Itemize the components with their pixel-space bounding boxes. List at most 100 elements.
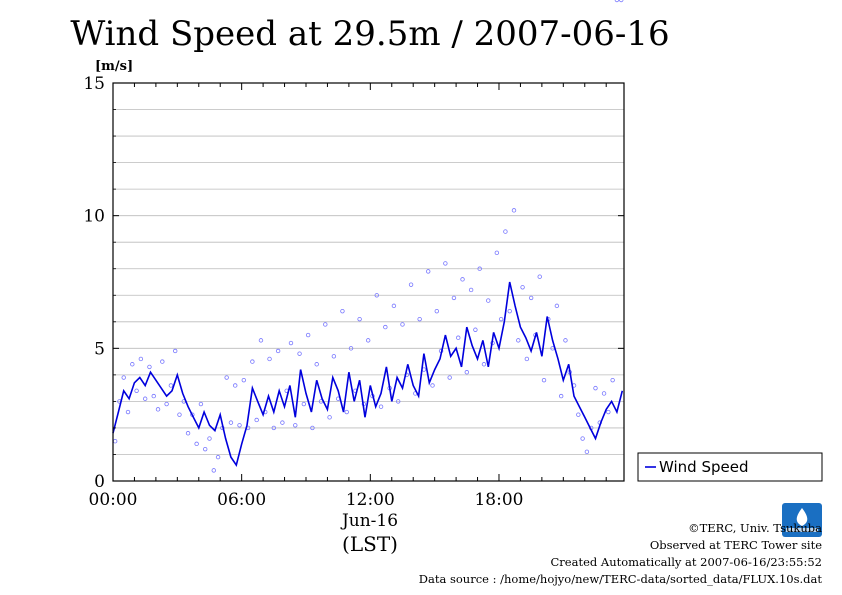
sample-point bbox=[395, 399, 401, 404]
sample-point bbox=[400, 322, 405, 327]
sample-point bbox=[498, 316, 504, 322]
sample-point bbox=[297, 351, 302, 356]
sample-point bbox=[511, 208, 517, 213]
sample-points bbox=[112, 0, 624, 473]
sample-point bbox=[215, 454, 221, 460]
y-tick-label: 15 bbox=[83, 74, 105, 94]
y-tick-label: 5 bbox=[94, 339, 105, 359]
sample-point bbox=[357, 316, 362, 322]
grid-lines bbox=[113, 109, 624, 455]
sample-point bbox=[563, 338, 568, 343]
sample-point bbox=[580, 436, 585, 441]
y-tick-label: 10 bbox=[83, 207, 105, 227]
sample-point bbox=[383, 324, 388, 330]
sample-point bbox=[451, 295, 457, 301]
sample-point bbox=[323, 322, 328, 327]
sample-point bbox=[576, 412, 581, 417]
sample-point bbox=[130, 362, 135, 367]
sample-point bbox=[164, 401, 169, 407]
wind-speed-line bbox=[112, 281, 624, 468]
date-label: Jun-16 bbox=[340, 511, 398, 531]
sample-point bbox=[194, 441, 199, 447]
sample-point bbox=[344, 409, 349, 415]
sample-point bbox=[447, 375, 452, 380]
sample-point bbox=[606, 409, 611, 415]
y-axis-unit: [m/s] bbox=[95, 59, 133, 74]
sample-point bbox=[151, 393, 156, 399]
sample-point bbox=[516, 338, 521, 343]
sample-point bbox=[584, 449, 590, 455]
sample-point bbox=[147, 364, 152, 370]
sample-point bbox=[614, 0, 620, 3]
sample-point bbox=[340, 308, 345, 314]
sample-point bbox=[172, 348, 178, 354]
x-tick-label: 00:00 bbox=[89, 490, 138, 510]
sample-point bbox=[374, 293, 379, 298]
sample-point bbox=[177, 412, 182, 417]
sample-point bbox=[365, 338, 371, 343]
sample-point bbox=[558, 393, 564, 399]
sample-point bbox=[138, 356, 144, 362]
sample-point bbox=[121, 375, 126, 380]
sample-point bbox=[473, 327, 478, 332]
y-tick-label: 0 bbox=[94, 472, 105, 492]
sample-point bbox=[207, 436, 212, 441]
chart-title: Wind Speed at 29.5m / 2007-06-16 bbox=[70, 14, 669, 54]
sample-point bbox=[228, 420, 234, 425]
sample-point bbox=[112, 439, 118, 444]
sample-point bbox=[481, 362, 487, 367]
sample-point bbox=[211, 468, 216, 473]
sample-point bbox=[593, 385, 598, 391]
sample-point bbox=[224, 375, 229, 380]
sample-point bbox=[507, 308, 512, 314]
sample-point bbox=[258, 338, 264, 343]
sample-point bbox=[185, 431, 191, 436]
sample-point bbox=[378, 404, 384, 409]
sample-point bbox=[142, 396, 148, 401]
sample-point bbox=[528, 295, 534, 301]
sample-point bbox=[293, 423, 298, 428]
sample-point bbox=[314, 362, 319, 367]
sample-point bbox=[464, 370, 470, 375]
sample-point bbox=[486, 298, 491, 303]
sample-point bbox=[203, 446, 208, 452]
sample-point bbox=[348, 346, 354, 351]
sample-point bbox=[327, 415, 332, 420]
terc-logo-icon bbox=[782, 503, 822, 537]
sample-point bbox=[331, 354, 337, 359]
sample-point bbox=[601, 391, 607, 396]
sample-point bbox=[125, 409, 131, 415]
sample-point bbox=[391, 303, 397, 309]
copyright-text: ©TERC, Univ. Tsukuba bbox=[688, 521, 822, 535]
plot-frame bbox=[112, 82, 625, 482]
legend-box bbox=[637, 452, 823, 482]
sample-point bbox=[610, 377, 615, 383]
sample-point bbox=[134, 388, 139, 393]
sample-point bbox=[155, 407, 161, 412]
x-tick-label: 06:00 bbox=[217, 490, 266, 510]
sample-point bbox=[250, 359, 255, 364]
sample-point bbox=[426, 269, 431, 274]
sample-point bbox=[237, 423, 242, 428]
x-axis-ticks: 00:00 06:00 12:00 18:00 bbox=[89, 83, 607, 510]
sample-point bbox=[434, 308, 439, 314]
sample-point bbox=[233, 383, 238, 388]
sample-point bbox=[241, 377, 247, 383]
sample-point bbox=[520, 285, 525, 290]
timezone-label: (LST) bbox=[342, 532, 398, 556]
sample-point bbox=[537, 274, 542, 279]
sample-point bbox=[310, 425, 315, 431]
y-axis-ticks: 0 5 10 15 bbox=[83, 74, 624, 492]
legend: Wind Speed bbox=[637, 452, 823, 482]
sample-point bbox=[301, 401, 307, 407]
sample-point bbox=[254, 417, 259, 423]
x-tick-label: 12:00 bbox=[346, 490, 395, 510]
sample-point bbox=[554, 303, 560, 309]
sample-point bbox=[280, 420, 285, 425]
sample-point bbox=[271, 425, 277, 431]
sample-point bbox=[198, 401, 204, 407]
sample-point bbox=[430, 383, 435, 388]
sample-point bbox=[275, 348, 281, 354]
sample-point bbox=[524, 356, 530, 362]
